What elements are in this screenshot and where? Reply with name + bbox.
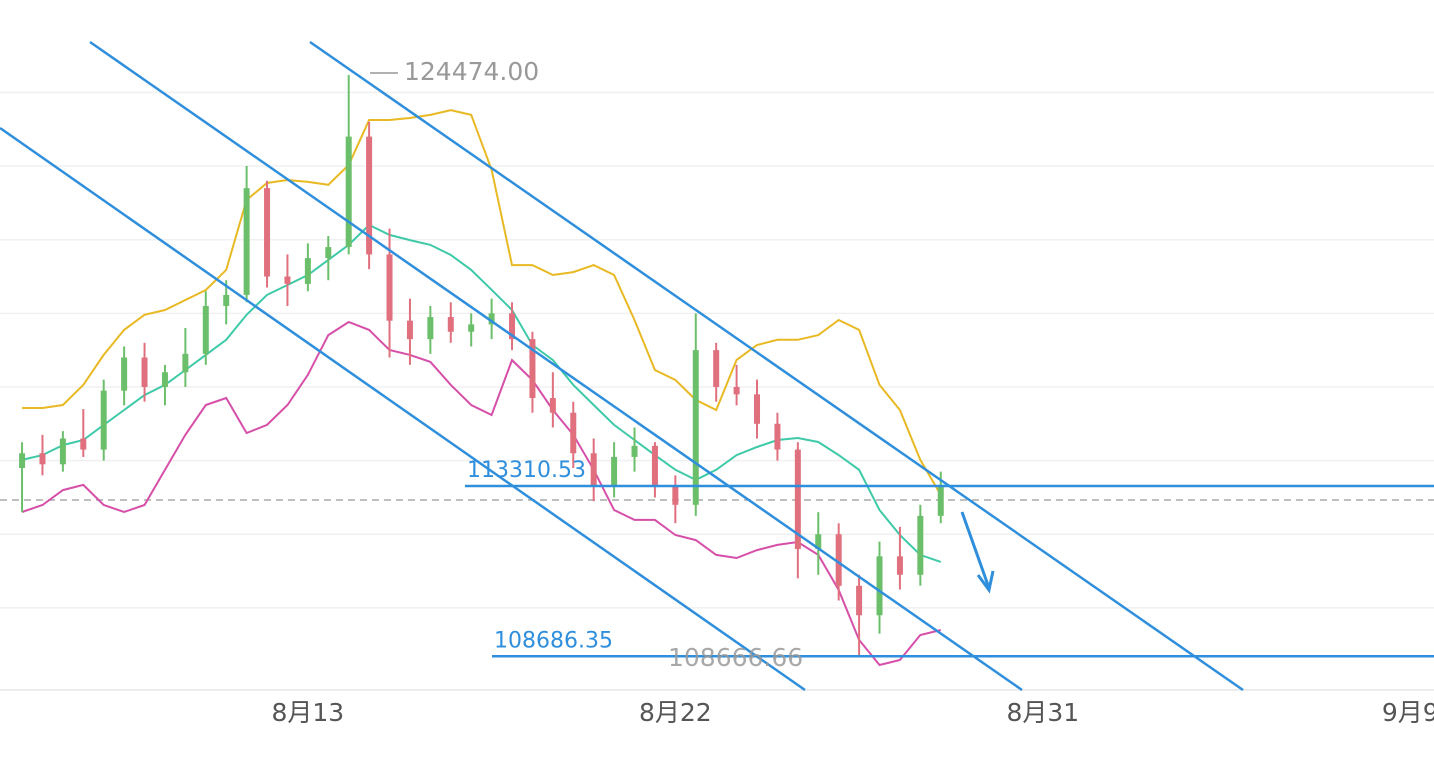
overlay: 8月13 8月22 8月31 9月9 113310.53 108686.35 124474.… bbox=[272, 57, 1434, 727]
candle-body bbox=[386, 254, 393, 321]
bands bbox=[21, 109, 942, 667]
candle-body bbox=[304, 258, 311, 284]
candle-body bbox=[794, 449, 801, 549]
channel-lines bbox=[0, 40, 1244, 692]
candle-body bbox=[202, 305, 209, 354]
high-label: 124474.00 bbox=[404, 57, 539, 86]
x-tick-label: 9月9 bbox=[1382, 698, 1434, 727]
candle-body bbox=[509, 313, 516, 340]
arrow-shaft bbox=[960, 511, 991, 589]
candle-body bbox=[161, 372, 168, 387]
candle-body bbox=[406, 320, 413, 340]
x-tick-label: 8月22 bbox=[639, 698, 712, 727]
band-line bbox=[21, 223, 942, 563]
candle-body bbox=[80, 438, 87, 450]
candle-body bbox=[733, 386, 740, 395]
candle-body bbox=[937, 486, 944, 516]
candle-body bbox=[121, 357, 128, 391]
candle-body bbox=[774, 423, 781, 450]
candle-body bbox=[100, 390, 107, 450]
candle-body bbox=[243, 188, 250, 295]
channel-line bbox=[309, 40, 1244, 692]
candle-body bbox=[59, 438, 66, 465]
candle-body bbox=[549, 398, 556, 413]
candle-body bbox=[264, 188, 271, 277]
candle-body bbox=[39, 453, 46, 465]
grid bbox=[0, 91, 1434, 609]
arrow bbox=[960, 511, 995, 594]
x-tick-label: 8月13 bbox=[272, 698, 345, 727]
candle-body bbox=[366, 136, 373, 255]
level-label: 113310.53 bbox=[467, 458, 586, 483]
x-tick-label: 8月31 bbox=[1006, 698, 1079, 727]
candle-body bbox=[19, 453, 26, 468]
candle-body bbox=[223, 294, 230, 306]
candle-body bbox=[876, 556, 883, 616]
candle-body bbox=[692, 350, 699, 505]
candles bbox=[19, 74, 944, 657]
candle-body bbox=[896, 556, 903, 575]
channel-line bbox=[0, 126, 806, 692]
candle-body bbox=[754, 394, 761, 424]
candle-body bbox=[672, 486, 679, 505]
candle-body bbox=[468, 324, 475, 332]
candle-body bbox=[835, 534, 842, 586]
candle-body bbox=[141, 357, 148, 387]
candle-body bbox=[651, 445, 658, 487]
candle-body bbox=[815, 534, 822, 549]
candle-body bbox=[917, 515, 924, 575]
band-line bbox=[21, 320, 942, 667]
candle-body bbox=[284, 276, 291, 284]
candle-body bbox=[529, 339, 536, 399]
low-label: 108666.66 bbox=[668, 643, 803, 672]
candle-body bbox=[182, 353, 189, 373]
candle-body bbox=[631, 445, 638, 457]
level-label: 108686.35 bbox=[494, 628, 613, 653]
candle-body bbox=[345, 136, 352, 248]
candle-body bbox=[856, 585, 863, 616]
candle-body bbox=[325, 247, 332, 259]
candle-body bbox=[447, 317, 454, 332]
band-line bbox=[22, 109, 942, 496]
arrow-head bbox=[976, 570, 995, 594]
candle-body bbox=[713, 350, 720, 387]
channel-line bbox=[89, 40, 1023, 692]
candle-body bbox=[611, 456, 618, 487]
candle-body bbox=[590, 453, 597, 487]
candle-body bbox=[427, 317, 434, 340]
candle-body bbox=[488, 313, 495, 325]
candle-body bbox=[570, 412, 577, 454]
